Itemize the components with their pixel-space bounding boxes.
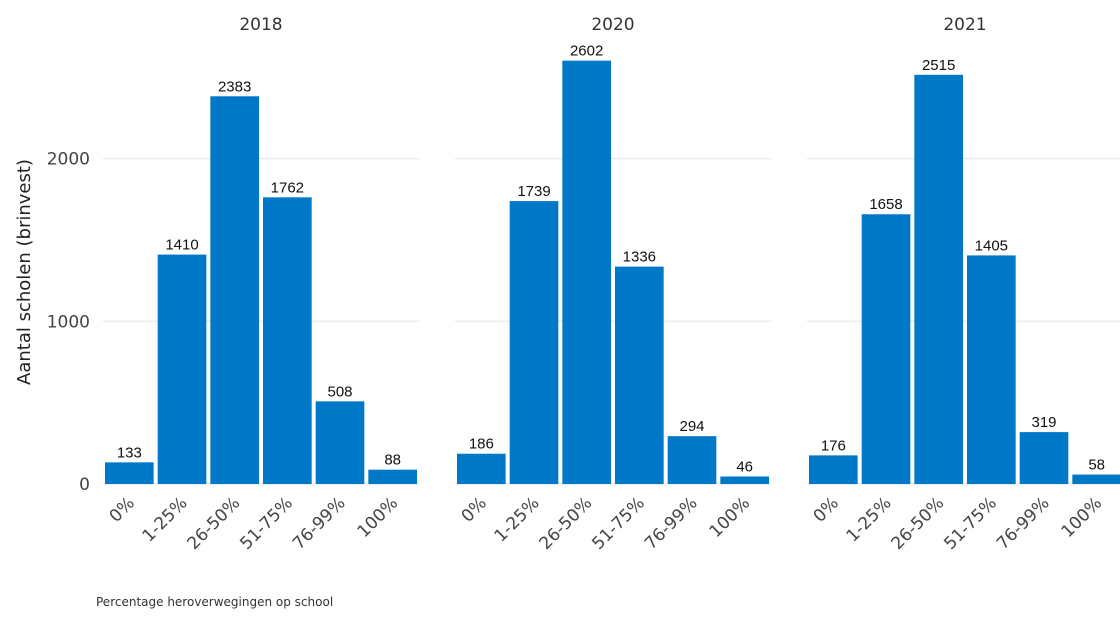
x-tick-label: 0%	[458, 493, 491, 526]
x-tick-label: 1-25%	[491, 493, 544, 546]
y-tick-label: 0	[79, 475, 90, 495]
x-tick-label: 51-75%	[588, 493, 649, 554]
data-label: 1762	[271, 179, 304, 196]
bar-2021-100%	[1072, 474, 1120, 484]
x-tick-label: 1-25%	[843, 493, 896, 546]
plot-area: 0 1000 2000 2018 133 0% 1410 1-25% 2383 26-50% 176…	[47, 15, 1120, 554]
panel-2020: 2020 186 0% 1739 1-25% 2602 26-50% 1336 51-75% 29…	[455, 15, 771, 554]
y-axis-label: Aantal scholen (brinvest)	[14, 159, 35, 385]
bar-2018-51-75%	[263, 197, 312, 484]
bar-2021-26-50%	[914, 74, 963, 484]
panel-2021: 2021 176 0% 1658 1-25% 2515 26-50% 1405 51-75% 31…	[807, 15, 1120, 554]
bar-2020-76-99%	[667, 436, 717, 484]
bar-2020-51-75%	[615, 266, 664, 484]
x-tick-label: 76-99%	[641, 493, 702, 554]
bar-2021-0%	[809, 455, 858, 484]
bar-2018-1-25%	[157, 254, 207, 484]
bar-2020-1-25%	[509, 201, 559, 484]
x-tick-label: 100%	[354, 493, 403, 542]
x-tick-label: 100%	[706, 493, 755, 542]
data-label: 1739	[517, 183, 550, 200]
data-label: 88	[384, 452, 401, 469]
x-tick-label: 26-50%	[536, 493, 597, 554]
data-label: 2602	[570, 43, 603, 60]
x-tick-label: 51-75%	[236, 493, 297, 554]
data-label: 46	[736, 459, 753, 476]
x-tick-label: 0%	[106, 493, 139, 526]
panel-title: 2021	[943, 15, 986, 35]
data-label: 1336	[623, 249, 656, 266]
data-label: 1405	[975, 237, 1008, 254]
bar-2021-1-25%	[861, 214, 911, 484]
data-label: 2383	[218, 78, 251, 95]
data-label: 2515	[922, 57, 955, 74]
x-tick-label: 1-25%	[139, 493, 192, 546]
x-tick-label: 0%	[810, 493, 843, 526]
x-tick-label: 51-75%	[940, 493, 1001, 554]
x-axis-label: Percentage heroverwegingen op school	[96, 595, 333, 609]
bar-2021-76-99%	[1019, 432, 1069, 484]
y-tick-label: 1000	[47, 312, 90, 332]
x-tick-label: 26-50%	[888, 493, 949, 554]
data-label: 319	[1031, 414, 1056, 431]
x-tick-label: 76-99%	[993, 493, 1054, 554]
panel-title: 2020	[591, 15, 634, 35]
data-label: 58	[1088, 457, 1105, 474]
bar-2020-100%	[720, 476, 769, 484]
x-tick-label: 26-50%	[184, 493, 245, 554]
bar-2020-0%	[457, 453, 506, 484]
bar-2018-100%	[368, 469, 417, 484]
panel-title: 2018	[239, 15, 282, 35]
bar-2018-0%	[105, 462, 154, 484]
bar-2020-26-50%	[562, 60, 611, 484]
data-label: 294	[679, 418, 704, 435]
bar-2021-51-75%	[967, 255, 1016, 484]
bar-2018-26-50%	[210, 96, 259, 485]
x-tick-label: 76-99%	[289, 493, 350, 554]
data-label: 1658	[869, 196, 902, 213]
data-label: 1410	[165, 237, 198, 254]
x-tick-label: 100%	[1058, 493, 1107, 542]
y-tick-label: 2000	[47, 150, 90, 170]
data-label: 508	[327, 383, 352, 400]
data-label: 133	[117, 444, 142, 461]
panel-2018: 2018 133 0% 1410 1-25% 2383 26-50% 1762 51-75% 50…	[103, 15, 419, 554]
data-label: 176	[821, 437, 846, 454]
bar-2018-76-99%	[315, 401, 365, 484]
data-label: 186	[469, 436, 494, 453]
